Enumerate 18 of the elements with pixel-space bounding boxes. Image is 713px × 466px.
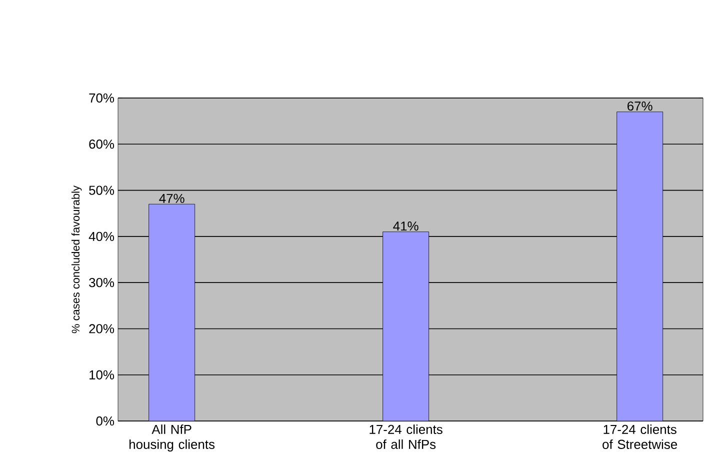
y-tick-label: 20% — [89, 324, 114, 334]
x-tick-label: All NfP housing clients — [130, 424, 215, 452]
y-tick-label: 60% — [89, 140, 114, 149]
data-label: 47% — [159, 194, 184, 203]
bar — [148, 204, 196, 421]
y-tick-label: 70% — [89, 93, 114, 103]
x-tick-label: 17-24 clients of all NfPs — [370, 424, 442, 449]
y-tick-label: 50% — [89, 186, 114, 195]
y-tick-label: 10% — [90, 370, 114, 380]
data-label: 67% — [628, 101, 652, 111]
bar — [616, 112, 664, 421]
y-tick-label: 40% — [88, 232, 114, 242]
data-label: 41% — [393, 222, 418, 231]
bar — [382, 232, 430, 421]
y-tick-label: 30% — [89, 278, 114, 288]
x-tick-label: 17-24 clients of Streetwise — [602, 424, 678, 449]
y-tick-label: 0% — [96, 416, 114, 426]
y-axis-title: % cases concluded favourably — [72, 186, 82, 334]
